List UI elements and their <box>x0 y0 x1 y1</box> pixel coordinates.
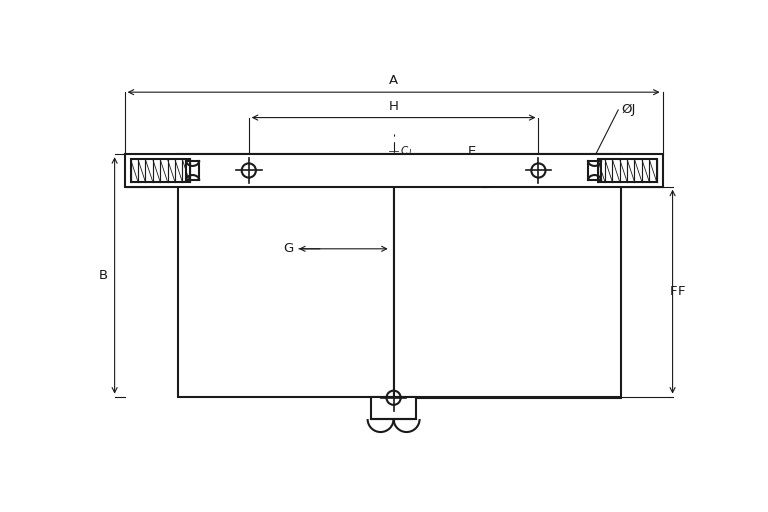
Text: C: C <box>401 146 408 156</box>
Text: A: A <box>389 74 398 88</box>
Text: ØJ: ØJ <box>621 103 636 116</box>
Bar <box>178 154 393 397</box>
Text: H: H <box>389 100 399 114</box>
Bar <box>598 159 657 182</box>
Bar <box>131 159 190 182</box>
Text: E: E <box>468 145 476 158</box>
Text: B: B <box>98 269 108 282</box>
Bar <box>372 397 415 419</box>
Text: F: F <box>670 285 677 298</box>
Text: F: F <box>677 285 685 298</box>
Bar <box>393 154 621 397</box>
Text: G: G <box>283 242 293 255</box>
Text: D: D <box>128 164 138 177</box>
Text: L: L <box>409 148 412 158</box>
Bar <box>124 154 663 187</box>
